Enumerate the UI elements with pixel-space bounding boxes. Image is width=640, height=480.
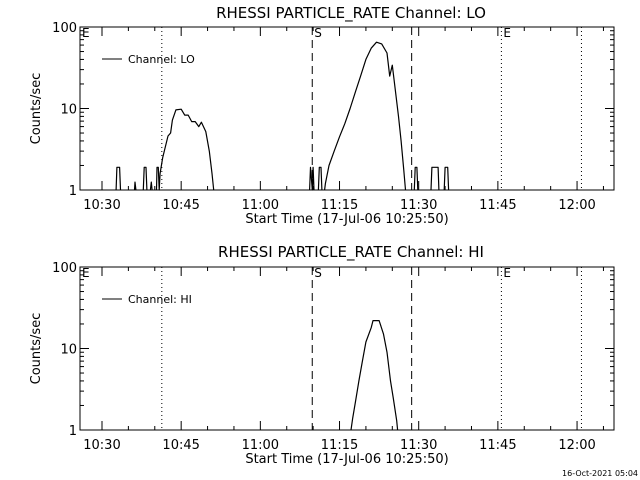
- series-line-segment: [413, 166, 419, 191]
- event-marker-label: E: [503, 26, 511, 40]
- series-line-segment: [324, 41, 407, 191]
- x-tick-label: 11:45: [479, 198, 516, 213]
- x-tick-label: 10:45: [162, 198, 199, 213]
- event-marker-label: E: [82, 266, 90, 280]
- y-tick-label: 10: [60, 103, 77, 118]
- plot-frame: [79, 26, 615, 191]
- x-tick-label: 11:15: [321, 198, 358, 213]
- series-line-segment: [317, 166, 323, 191]
- series-line-segment: [142, 166, 148, 191]
- y-axis-label: Counts/sec: [29, 313, 44, 385]
- series-line-segment: [309, 166, 315, 191]
- x-tick-label: 11:15: [321, 438, 358, 453]
- chart-panel-lo: RHESSI PARTICLE_RATE Channel: LO 1 10 100 10…: [29, 4, 615, 227]
- x-tick-label: 11:45: [479, 438, 516, 453]
- series-line-segment: [155, 108, 215, 191]
- y-tick-label: 100: [52, 261, 77, 276]
- series-line-segment: [430, 166, 440, 191]
- event-marker-label: E: [82, 26, 90, 40]
- legend-label: Channel: LO: [128, 53, 195, 66]
- x-tick-label: 11:00: [242, 198, 279, 213]
- series-line-segment: [149, 181, 153, 191]
- x-tick-label: 12:00: [558, 438, 595, 453]
- y-tick-label: 10: [60, 343, 77, 358]
- event-marker-label: E: [503, 266, 511, 280]
- series-line-segment: [443, 166, 450, 191]
- chart-title: RHESSI PARTICLE_RATE Channel: LO: [216, 4, 486, 23]
- generated-timestamp: 16-Oct-2021 05:04: [562, 469, 638, 478]
- y-tick-label: 100: [52, 21, 77, 36]
- plot-frame: [79, 266, 615, 431]
- event-marker-label: S: [314, 266, 322, 280]
- chart-title: RHESSI PARTICLE_RATE Channel: HI: [218, 243, 484, 262]
- y-axis-label: Counts/sec: [29, 73, 44, 145]
- x-axis-label: Start Time (17-Jul-06 10:25:50): [245, 212, 448, 227]
- series-line-segment: [115, 166, 122, 191]
- legend-label: Channel: HI: [128, 293, 192, 306]
- x-tick-label: 10:30: [83, 198, 120, 213]
- x-tick-label: 11:30: [400, 198, 437, 213]
- x-tick-label: 11:30: [400, 438, 437, 453]
- x-tick-label: 10:30: [83, 438, 120, 453]
- x-tick-label: 10:45: [162, 438, 199, 453]
- x-tick-label: 12:00: [558, 198, 595, 213]
- x-tick-label: 11:00: [242, 438, 279, 453]
- y-tick-label: 1: [69, 424, 77, 439]
- x-axis-label: Start Time (17-Jul-06 10:25:50): [245, 452, 448, 467]
- event-marker-label: S: [314, 26, 322, 40]
- y-tick-label: 1: [69, 184, 77, 199]
- series-line-segment: [133, 181, 137, 191]
- series-line-segment: [350, 320, 399, 431]
- chart-panel-hi: RHESSI PARTICLE_RATE Channel: HI 1 10 100 10…: [29, 243, 615, 467]
